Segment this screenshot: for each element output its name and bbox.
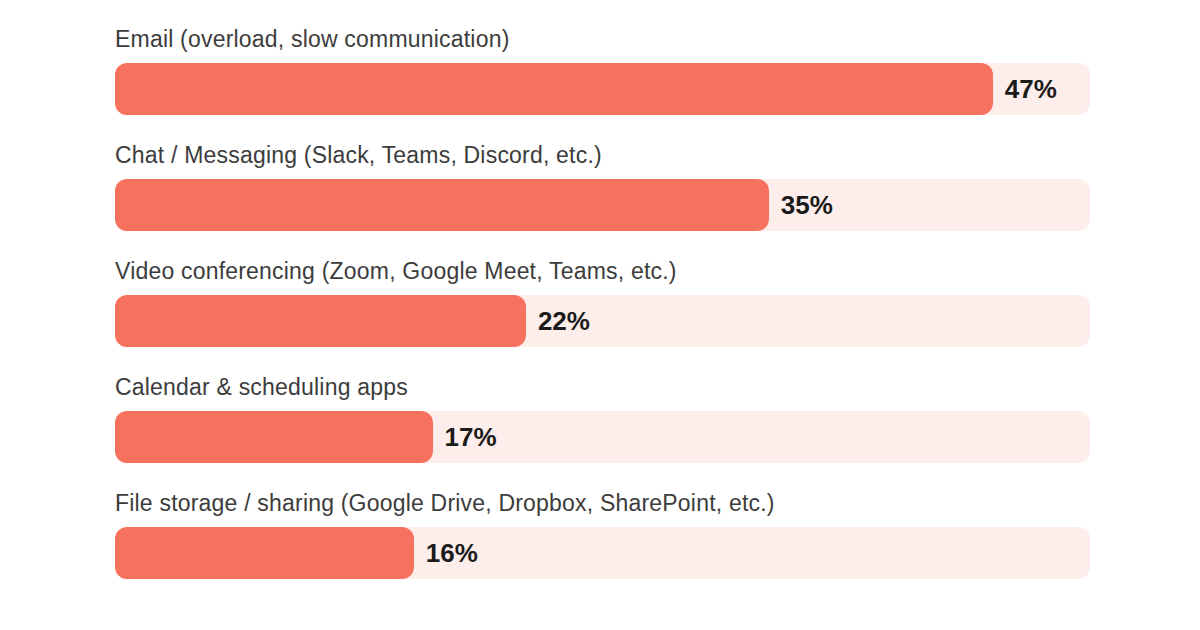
bar-row: Video conferencing (Zoom, Google Meet, T… xyxy=(115,256,1090,347)
value-label: 47% xyxy=(1005,74,1057,105)
bar-chart: Email (overload, slow communication) 47%… xyxy=(0,0,1200,630)
bar-track: 22% xyxy=(115,295,1090,347)
bar-fill xyxy=(115,411,433,463)
bar-row: Chat / Messaging (Slack, Teams, Discord,… xyxy=(115,140,1090,231)
value-label: 17% xyxy=(445,422,497,453)
bar-track: 16% xyxy=(115,527,1090,579)
value-label: 16% xyxy=(426,538,478,569)
bar-track: 35% xyxy=(115,179,1090,231)
category-label: Video conferencing (Zoom, Google Meet, T… xyxy=(115,256,1090,286)
value-label: 22% xyxy=(538,306,590,337)
category-label: Calendar & scheduling apps xyxy=(115,372,1090,402)
bar-row: Calendar & scheduling apps 17% xyxy=(115,372,1090,463)
bar-fill xyxy=(115,63,993,115)
bar-row: Email (overload, slow communication) 47% xyxy=(115,24,1090,115)
bar-track: 47% xyxy=(115,63,1090,115)
bar-fill xyxy=(115,179,769,231)
bar-row: File storage / sharing (Google Drive, Dr… xyxy=(115,488,1090,579)
bar-track: 17% xyxy=(115,411,1090,463)
chart-area: Email (overload, slow communication) 47%… xyxy=(115,24,1090,604)
value-label: 35% xyxy=(781,190,833,221)
bar-fill xyxy=(115,527,414,579)
category-label: File storage / sharing (Google Drive, Dr… xyxy=(115,488,1090,518)
category-label: Email (overload, slow communication) xyxy=(115,24,1090,54)
category-label: Chat / Messaging (Slack, Teams, Discord,… xyxy=(115,140,1090,170)
bar-fill xyxy=(115,295,526,347)
